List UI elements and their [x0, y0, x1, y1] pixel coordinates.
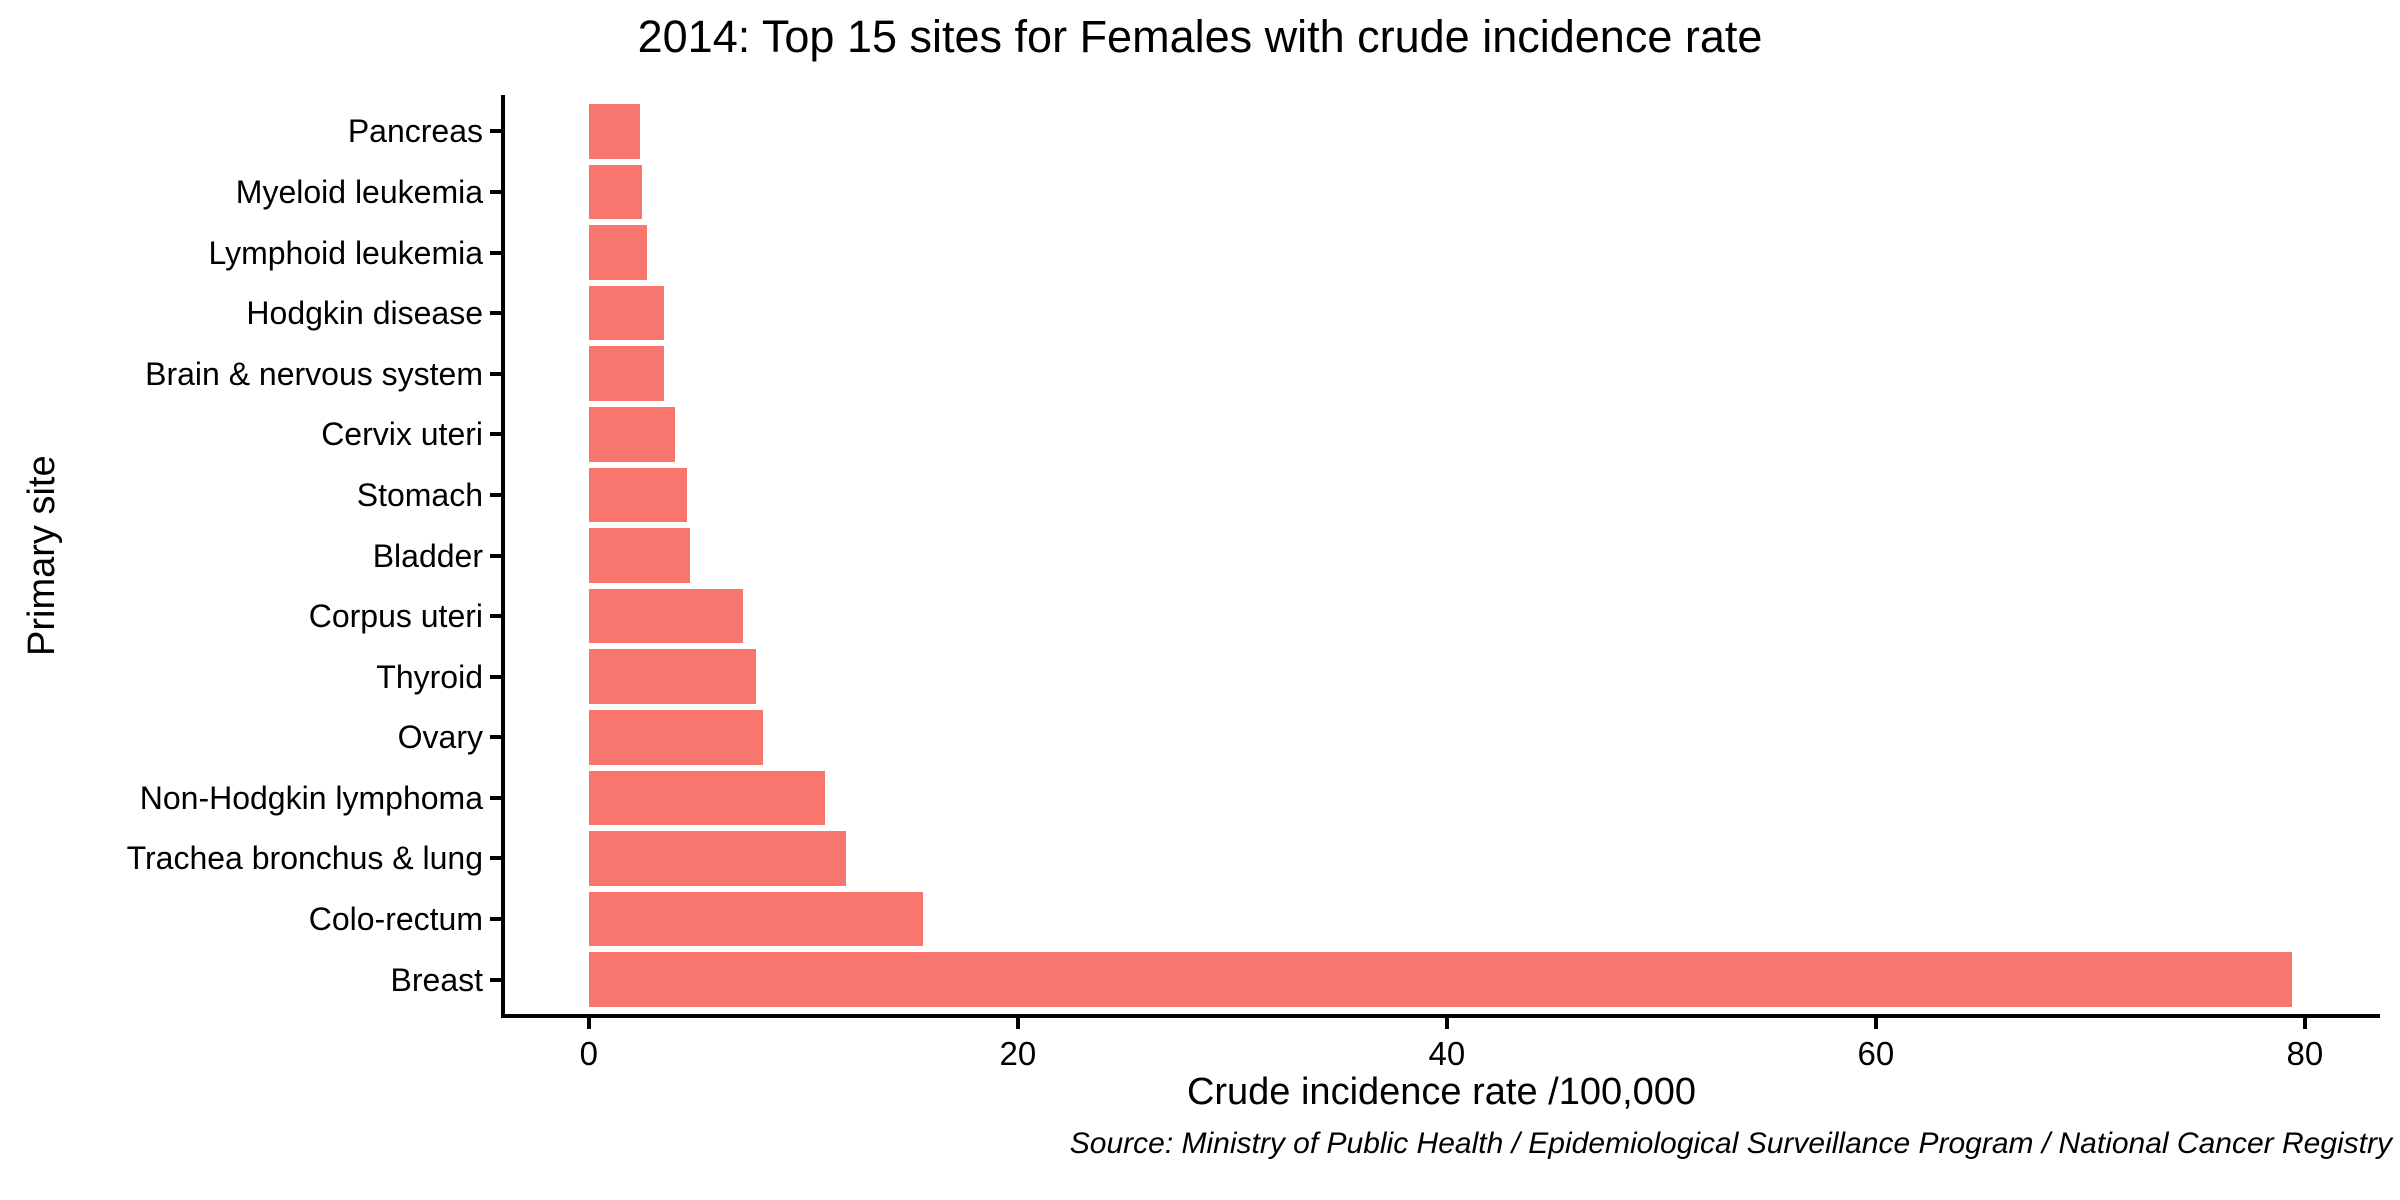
plot-area: Pancreas Myeloid leukemia Lymphoid leukemi… [127, 95, 2380, 1072]
y-tick [490, 432, 501, 437]
bar [588, 770, 825, 826]
x-tick-label: 20 [999, 1035, 1037, 1072]
bar [588, 649, 757, 704]
y-tick-label: Stomach [356, 476, 483, 513]
bar [588, 104, 641, 159]
x-axis-line [501, 1014, 2380, 1018]
y-tick-label: Ovary [397, 719, 483, 756]
y-tick-label: Hodgkin disease [246, 295, 483, 332]
source-caption: Source: Ministry of Public Health / Epid… [1069, 1127, 2392, 1160]
bar [588, 225, 647, 280]
y-tick [490, 129, 501, 134]
x-tick [586, 1018, 591, 1029]
y-tick [490, 553, 501, 558]
y-tick-label: Thyroid [376, 658, 483, 695]
y-tick [490, 674, 501, 679]
x-tick [2302, 1018, 2307, 1029]
y-tick-label: Cervix uteri [321, 416, 483, 453]
y-tick-label: Myeloid leukemia [235, 173, 483, 210]
x-axis-title: Crude incidence rate /100,000 [1186, 1071, 1697, 1113]
bar [588, 588, 744, 644]
bar [588, 831, 847, 886]
x-tick [1444, 1018, 1449, 1029]
bar [588, 891, 924, 947]
bar [588, 346, 664, 401]
bar [588, 467, 688, 523]
y-tick-label: Trachea bronchus & lung [126, 840, 483, 877]
y-tick [490, 311, 501, 316]
chart-title: 2014: Top 15 sites for Females with crud… [637, 11, 1763, 62]
y-tick [490, 977, 501, 982]
y-axis-line [501, 95, 505, 1018]
y-tick-label: Breast [390, 961, 483, 998]
y-tick [490, 795, 501, 800]
y-tick [490, 735, 501, 740]
y-tick [490, 917, 501, 922]
x-tick-label: 40 [1428, 1035, 1466, 1072]
bar [588, 164, 643, 220]
bar [588, 407, 675, 462]
x-tick-label: 60 [1857, 1035, 1895, 1072]
y-tick [490, 492, 501, 497]
y-tick-label: Pancreas [347, 113, 483, 150]
y-tick-label: Bladder [372, 537, 483, 574]
y-tick-label: Brain & nervous system [145, 355, 483, 392]
y-tick [490, 189, 501, 194]
y-tick [490, 371, 501, 376]
y-tick [490, 856, 501, 861]
bar [588, 710, 763, 765]
y-tick-label: Non-Hodgkin lymphoma [139, 779, 483, 816]
y-tick [490, 250, 501, 255]
bar [588, 952, 2293, 1007]
x-tick-label: 80 [2286, 1035, 2324, 1072]
x-tick-label: 0 [579, 1035, 598, 1072]
x-tick [1873, 1018, 1878, 1029]
bar [588, 285, 664, 341]
x-tick [1015, 1018, 1020, 1029]
y-tick-label: Colo-rectum [308, 901, 483, 938]
y-tick-label: Corpus uteri [308, 598, 483, 635]
y-tick-label: Lymphoid leukemia [208, 234, 483, 271]
y-tick [490, 614, 501, 619]
bar [588, 528, 690, 583]
